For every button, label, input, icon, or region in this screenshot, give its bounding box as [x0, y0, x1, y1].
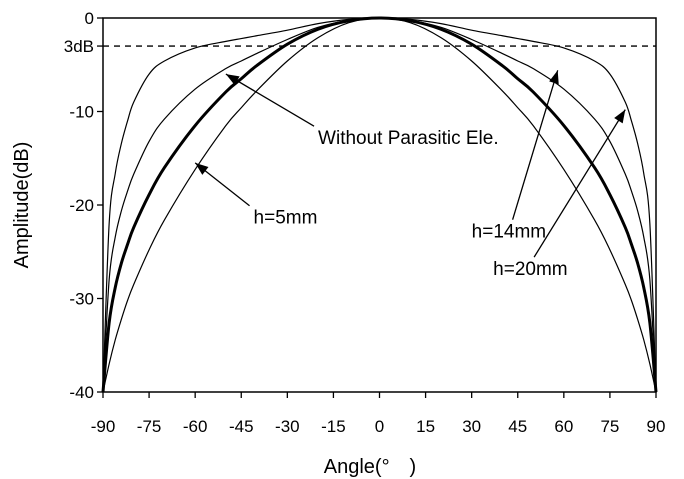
series-line-h14	[102, 17, 657, 393]
x-tick-label: -30	[275, 417, 300, 436]
ann-without-label: Without Parasitic Ele.	[318, 128, 499, 149]
y-tick-label: 3dB	[64, 37, 94, 56]
x-tick-label: -15	[321, 417, 346, 436]
y-axis: 0 3dB -10 -20 -30 -40	[64, 9, 103, 402]
x-tick-label: -75	[137, 417, 162, 436]
x-tick-label: -90	[91, 417, 116, 436]
x-tick-label: 75	[600, 417, 619, 436]
ann-h5-arrowhead	[195, 162, 209, 175]
x-tick-label: -45	[229, 417, 254, 436]
x-tick-label: 30	[462, 417, 481, 436]
ann-h14-label: h=14mm	[472, 222, 546, 243]
x-axis-title: Angle(° )	[324, 456, 416, 478]
y-axis-title: Amplitude(dB)	[11, 142, 33, 269]
y-tick-label: -20	[69, 196, 94, 215]
x-tick-label: 45	[508, 417, 527, 436]
x-tick-label: 60	[554, 417, 573, 436]
y-tick-label: 0	[85, 9, 94, 28]
ann-without-arrowhead	[225, 74, 240, 86]
x-tick-label: 15	[416, 417, 435, 436]
ann-without-arrow-line	[225, 73, 315, 127]
ann-h20-arrow-line	[533, 109, 626, 258]
ann-h5-label: h=5mm	[254, 208, 318, 229]
series-layer	[101, 16, 658, 393]
y-tick-label: -30	[69, 290, 94, 309]
y-tick-label: -10	[69, 103, 94, 122]
ann-h14-arrowhead	[549, 70, 559, 85]
plot-frame	[102, 17, 657, 393]
x-axis: -90 -75 -60 -45 -30 -15 0 15 30 45 60 75 90	[91, 392, 666, 436]
series-line-h5	[102, 17, 657, 393]
x-tick-label: 90	[647, 417, 666, 436]
x-tick-label: -60	[183, 417, 208, 436]
ann-h20-label: h=20mm	[493, 259, 567, 280]
ann-h14-arrow-line	[511, 70, 559, 220]
series-line-without	[101, 16, 658, 393]
series-line-h20	[102, 17, 657, 393]
annotations: Without Parasitic Ele. h=5mm h=14mm h=20mm	[194, 70, 626, 280]
y-tick-label: -40	[69, 383, 94, 402]
x-tick-label: 0	[375, 417, 384, 436]
ann-h20-arrowhead	[614, 109, 626, 124]
